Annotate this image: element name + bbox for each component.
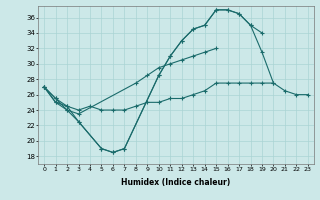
X-axis label: Humidex (Indice chaleur): Humidex (Indice chaleur) (121, 178, 231, 187)
